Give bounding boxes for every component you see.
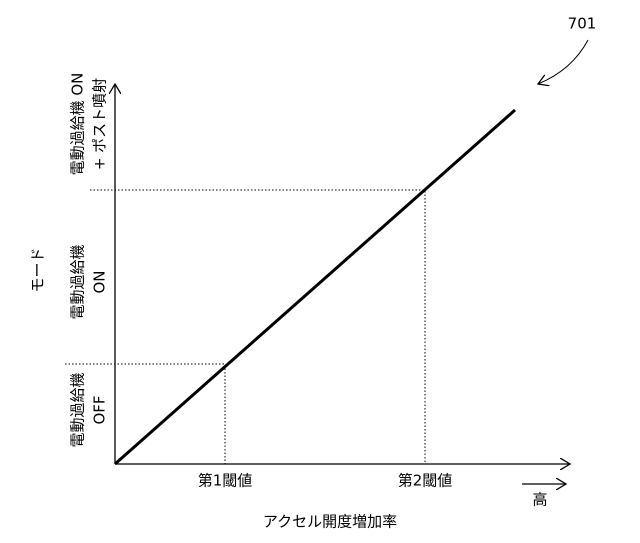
y-axis-label: モード <box>29 247 47 292</box>
mode-label: + ポスト噴射 <box>91 78 109 170</box>
mode-label: OFF <box>91 395 109 424</box>
threshold-label: 第2閾値 <box>398 472 453 490</box>
mode-line <box>114 108 516 466</box>
figure-pointer <box>538 39 589 84</box>
threshold-guide <box>65 363 226 464</box>
x-axis-label: アクセル開度増加率 <box>263 513 397 531</box>
mode-label: 電動過給機 <box>69 244 87 319</box>
mode-label: 電動過給機 <box>69 372 87 447</box>
mode-label: 電動過給機 ON <box>69 73 87 176</box>
figure-label: 701 <box>568 15 597 33</box>
threshold-label: 第1閾値 <box>198 472 253 490</box>
mode-label: ON <box>91 270 109 293</box>
threshold-guide <box>90 189 426 464</box>
high-label: 高 <box>532 491 547 509</box>
